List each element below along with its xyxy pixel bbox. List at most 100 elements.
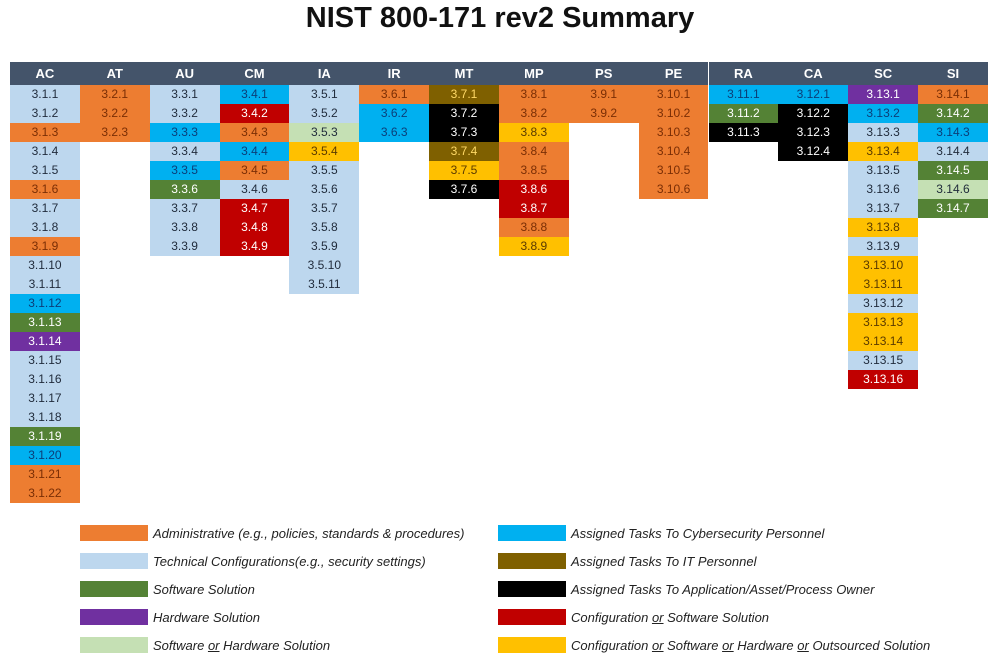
control-cell: 3.11.1 bbox=[708, 85, 779, 104]
chart-title: NIST 800-171 rev2 Summary bbox=[305, 2, 695, 34]
legend-swatch bbox=[80, 581, 148, 597]
control-cell: 3.3.7 bbox=[149, 199, 220, 218]
column-ps: PS 3.9.1 3.9.2 bbox=[568, 62, 639, 123]
control-cell: 3.1.4 bbox=[10, 142, 80, 161]
column-header: PS bbox=[568, 62, 639, 85]
control-cell: 3.1.13 bbox=[10, 313, 80, 332]
control-cell: 3.2.2 bbox=[79, 104, 150, 123]
control-cell: 3.10.5 bbox=[638, 161, 709, 180]
control-cell: 3.9.1 bbox=[568, 85, 639, 104]
control-cell: 3.9.2 bbox=[568, 104, 639, 123]
legend-swatch bbox=[498, 637, 566, 653]
control-cell: 3.1.17 bbox=[10, 389, 80, 408]
control-cell: 3.13.14 bbox=[848, 332, 919, 351]
control-cell: 3.8.3 bbox=[498, 123, 569, 142]
control-cell: 3.1.19 bbox=[10, 427, 80, 446]
legend-item: Configuration or Software or Hardware or… bbox=[498, 637, 930, 653]
control-cell: 3.7.5 bbox=[429, 161, 499, 180]
column-header: AU bbox=[149, 62, 220, 85]
column-mt: MT 3.7.1 3.7.2 3.7.3 3.7.4 3.7.5 3.7.6 bbox=[429, 62, 499, 199]
control-cell: 3.13.1 bbox=[848, 85, 919, 104]
legend-item: Assigned Tasks To IT Personnel bbox=[498, 553, 756, 569]
control-cell: 3.12.1 bbox=[778, 85, 849, 104]
legend-swatch bbox=[80, 609, 148, 625]
control-cell: 3.4.5 bbox=[219, 161, 290, 180]
control-cell: 3.8.8 bbox=[498, 218, 569, 237]
control-cell: 3.13.15 bbox=[848, 351, 919, 370]
legend-swatch bbox=[498, 609, 566, 625]
control-cell: 3.1.1 bbox=[10, 85, 80, 104]
control-cell: 3.14.7 bbox=[918, 199, 988, 218]
legend-item: Technical Configurations(e.g., security … bbox=[80, 553, 426, 569]
legend-label: Hardware Solution bbox=[153, 609, 260, 625]
control-cell: 3.14.4 bbox=[918, 142, 988, 161]
control-cell: 3.12.2 bbox=[778, 104, 849, 123]
column-header: AT bbox=[79, 62, 150, 85]
control-cell: 3.5.2 bbox=[289, 104, 360, 123]
column-cm: CM 3.4.1 3.4.2 3.4.3 3.4.4 3.4.5 3.4.6 3.4.7 3.4… bbox=[219, 62, 290, 256]
control-cell: 3.1.7 bbox=[10, 199, 80, 218]
control-cell: 3.8.9 bbox=[498, 237, 569, 256]
control-cell: 3.5.4 bbox=[289, 142, 360, 161]
control-cell: 3.8.6 bbox=[498, 180, 569, 199]
control-cell: 3.10.2 bbox=[638, 104, 709, 123]
control-cell: 3.5.1 bbox=[289, 85, 360, 104]
control-cell: 3.1.3 bbox=[10, 123, 80, 142]
column-header: CA bbox=[778, 62, 849, 85]
control-cell: 3.3.5 bbox=[149, 161, 220, 180]
column-header: AC bbox=[10, 62, 80, 85]
control-cell: 3.8.1 bbox=[498, 85, 569, 104]
legend-swatch bbox=[80, 637, 148, 653]
control-cell: 3.6.3 bbox=[359, 123, 430, 142]
control-cell: 3.10.4 bbox=[638, 142, 709, 161]
control-cell: 3.2.1 bbox=[79, 85, 150, 104]
legend-label: Assigned Tasks To IT Personnel bbox=[571, 553, 757, 569]
legend-label: Assigned Tasks To Application/Asset/Proc… bbox=[571, 581, 875, 597]
column-ir: IR 3.6.1 3.6.2 3.6.3 bbox=[359, 62, 430, 142]
column-header: CM bbox=[219, 62, 290, 85]
control-cell: 3.13.10 bbox=[848, 256, 919, 275]
column-pe: PE 3.10.1 3.10.2 3.10.3 3.10.4 3.10.5 3.10.6 bbox=[638, 62, 709, 199]
control-cell: 3.13.4 bbox=[848, 142, 919, 161]
control-cell: 3.1.5 bbox=[10, 161, 80, 180]
control-cell: 3.3.4 bbox=[149, 142, 220, 161]
control-cell: 3.14.1 bbox=[918, 85, 988, 104]
control-cell: 3.5.8 bbox=[289, 218, 360, 237]
control-cell: 3.3.2 bbox=[149, 104, 220, 123]
legend-item: Assigned Tasks To Application/Asset/Proc… bbox=[498, 581, 874, 597]
control-cell: 3.12.4 bbox=[778, 142, 849, 161]
control-cell: 3.8.7 bbox=[498, 199, 569, 218]
column-header: MP bbox=[498, 62, 569, 85]
legend-swatch bbox=[498, 581, 566, 597]
column-ac: AC 3.1.1 3.1.2 3.1.3 3.1.4 3.1.5 3.1.6 3.1.7 3.1… bbox=[10, 62, 80, 503]
legend-label: Administrative (e.g., policies, standard… bbox=[153, 525, 465, 541]
column-mp: MP 3.8.1 3.8.2 3.8.3 3.8.4 3.8.5 3.8.6 3.8.7 3.8… bbox=[498, 62, 569, 256]
legend-label: Software Solution bbox=[153, 581, 255, 597]
legend-label: Configuration or Software or Hardware or… bbox=[571, 637, 931, 653]
legend-item: Assigned Tasks To Cybersecurity Personne… bbox=[498, 525, 824, 541]
control-cell: 3.2.3 bbox=[79, 123, 150, 142]
control-cell: 3.1.2 bbox=[10, 104, 80, 123]
control-cell: 3.14.6 bbox=[918, 180, 988, 199]
legend-label: Software or Hardware Solution bbox=[153, 637, 331, 653]
column-header: SI bbox=[918, 62, 988, 85]
legend-swatch bbox=[498, 553, 566, 569]
legend-label: Configuration or Software Solution bbox=[571, 609, 770, 625]
control-cell: 3.3.3 bbox=[149, 123, 220, 142]
column-header: IR bbox=[359, 62, 430, 85]
column-ia: IA 3.5.1 3.5.2 3.5.3 3.5.4 3.5.5 3.5.6 3.5.7 3.5… bbox=[289, 62, 360, 294]
legend-swatch bbox=[498, 525, 566, 541]
control-cell: 3.7.3 bbox=[429, 123, 499, 142]
control-cell: 3.1.21 bbox=[10, 465, 80, 484]
control-cell: 3.8.2 bbox=[498, 104, 569, 123]
legend-label: Technical Configurations(e.g., security … bbox=[153, 553, 426, 569]
control-cell: 3.3.8 bbox=[149, 218, 220, 237]
control-cell: 3.13.3 bbox=[848, 123, 919, 142]
column-header: MT bbox=[429, 62, 499, 85]
control-cell: 3.1.18 bbox=[10, 408, 80, 427]
legend-label: Assigned Tasks To Cybersecurity Personne… bbox=[571, 525, 825, 541]
control-cell: 3.1.16 bbox=[10, 370, 80, 389]
control-cell: 3.5.3 bbox=[289, 123, 360, 142]
legend-item: Administrative (e.g., policies, standard… bbox=[80, 525, 464, 541]
column-header: IA bbox=[289, 62, 360, 85]
